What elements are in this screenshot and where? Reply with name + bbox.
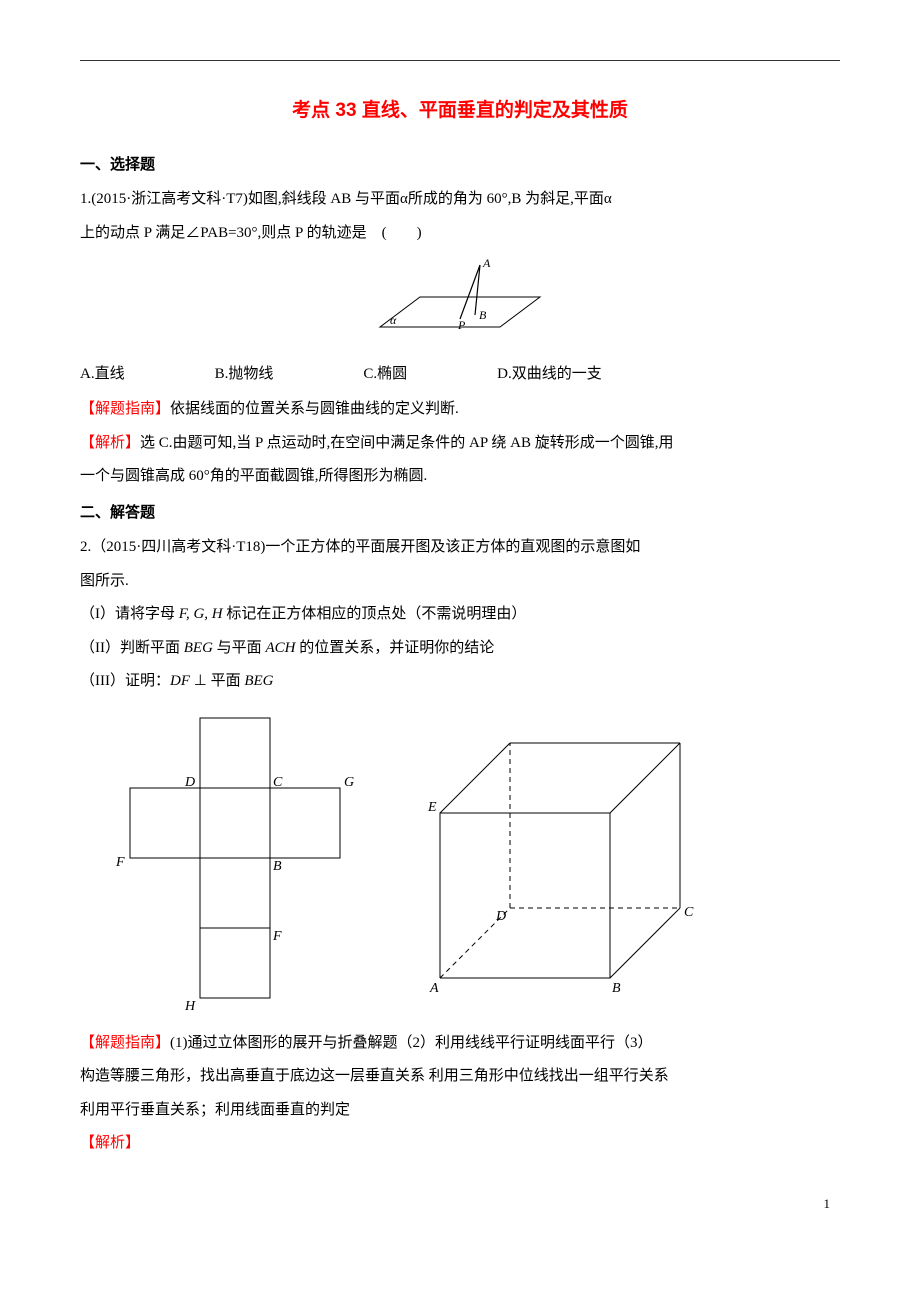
- cube-edge-tr: [610, 743, 680, 813]
- top-rule: [80, 60, 840, 61]
- cube-D: D: [495, 909, 506, 924]
- q2-part1: （I）请将字母 F, G, H 标记在正方体相应的顶点处（不需说明理由）: [80, 599, 840, 631]
- q1-hint-text: 依据线面的位置关系与圆锥曲线的定义判断.: [170, 401, 459, 417]
- q2-p3-i1: DF: [170, 673, 190, 689]
- net-sq-bot1: [200, 858, 270, 928]
- net-sq-top: [200, 718, 270, 788]
- q2-diagrams: D C G F B F H E D C: [110, 708, 840, 1018]
- q1-diagram: A B P α: [80, 257, 840, 355]
- label-P: P: [457, 318, 466, 332]
- q2-part3: （III）证明：DF ⊥ 平面 BEG: [80, 666, 840, 698]
- net-diagram-svg: D C G F B F H: [110, 708, 370, 1018]
- net-F2: F: [272, 929, 282, 944]
- q2-line2: 图所示.: [80, 566, 840, 598]
- net-G: G: [344, 775, 354, 790]
- net-C: C: [273, 775, 283, 790]
- q2-p2-i2: ACH: [265, 640, 295, 656]
- net-sq-mid: [200, 788, 270, 858]
- q2-hint-t1: (1)通过立体图形的展开与折叠解题（2）利用线线平行证明线面平行（3）: [170, 1035, 653, 1051]
- label-B: B: [479, 308, 487, 322]
- q2-p3-b: ⊥ 平面: [190, 673, 244, 689]
- q2-ans-label: 【解析】: [80, 1135, 140, 1151]
- q1-ans-label: 【解析】: [80, 435, 140, 451]
- cube-B: B: [612, 981, 621, 996]
- q2-p2-i1: BEG: [184, 640, 213, 656]
- q1-optB: B.抛物线: [215, 359, 274, 391]
- q2-p1-i: F, G, H: [179, 606, 223, 622]
- net-sq-bot2: [200, 928, 270, 998]
- net-sq-left: [130, 788, 200, 858]
- q1-hint: 【解题指南】依据线面的位置关系与圆锥曲线的定义判断.: [80, 394, 840, 426]
- q2-p3-a: （III）证明：: [80, 673, 170, 689]
- q2-p2-a: （II）判断平面: [80, 640, 184, 656]
- q1-options: A.直线 B.抛物线 C.椭圆 D.双曲线的一支: [80, 359, 840, 391]
- cube-E: E: [427, 800, 437, 815]
- q2-hint-line3: 利用平行垂直关系；利用线面垂直的判定: [80, 1095, 840, 1127]
- cube-edge-tl: [440, 743, 510, 813]
- section-2-heading: 二、解答题: [80, 497, 840, 529]
- label-A: A: [482, 257, 491, 270]
- net-F: F: [115, 855, 125, 870]
- q2-hint-label: 【解题指南】: [80, 1035, 170, 1051]
- cube-edge-br: [610, 908, 680, 978]
- q2-line1: 2.（2015·四川高考文科·T18)一个正方体的平面展开图及该正方体的直观图的…: [80, 532, 840, 564]
- q1-hint-label: 【解题指南】: [80, 401, 170, 417]
- q1-ans-line2: 一个与圆锥高成 60°角的平面截圆锥,所得图形为椭圆.: [80, 461, 840, 493]
- page-number: 1: [80, 1190, 840, 1217]
- q1-optA: A.直线: [80, 359, 125, 391]
- net-H: H: [184, 999, 196, 1014]
- q2-part2: （II）判断平面 BEG 与平面 ACH 的位置关系，并证明你的结论: [80, 633, 840, 665]
- q2-hint-line1: 【解题指南】(1)通过立体图形的展开与折叠解题（2）利用线线平行证明线面平行（3…: [80, 1028, 840, 1060]
- q1-ans-t1: 选 C.由题可知,当 P 点运动时,在空间中满足条件的 AP 绕 AB 旋转形成…: [140, 435, 674, 451]
- page-title: 考点 33 直线、平面垂直的判定及其性质: [80, 91, 840, 131]
- q2-p3-i2: BEG: [244, 673, 273, 689]
- q1-optD: D.双曲线的一支: [497, 359, 602, 391]
- net-D: D: [184, 775, 195, 790]
- q2-p1-a: （I）请将字母: [80, 606, 179, 622]
- cube-A: A: [429, 981, 439, 996]
- q1-optC: C.椭圆: [363, 359, 407, 391]
- q2-hint-line2: 构造等腰三角形，找出高垂直于底边这一层垂直关系 利用三角形中位线找出一组平行关系: [80, 1061, 840, 1093]
- cube-diagram-svg: E D C A B: [400, 708, 700, 998]
- plane-diagram-svg: A B P α: [360, 257, 560, 342]
- net-sq-right: [270, 788, 340, 858]
- q1-line2: 上的动点 P 满足∠PAB=30°,则点 P 的轨迹是 ( ): [80, 218, 840, 250]
- q1-ans-line1: 【解析】选 C.由题可知,当 P 点运动时,在空间中满足条件的 AP 绕 AB …: [80, 428, 840, 460]
- q2-p1-b: 标记在正方体相应的顶点处（不需说明理由）: [223, 606, 527, 622]
- q2-ans: 【解析】: [80, 1128, 840, 1160]
- cube-C: C: [684, 905, 694, 920]
- q2-p2-c: 的位置关系，并证明你的结论: [295, 640, 494, 656]
- label-alpha: α: [390, 313, 397, 327]
- cube-front: [440, 813, 610, 978]
- net-B: B: [273, 859, 282, 874]
- section-1-heading: 一、选择题: [80, 149, 840, 181]
- q1-line1: 1.(2015·浙江高考文科·T7)如图,斜线段 AB 与平面α所成的角为 60…: [80, 184, 840, 216]
- q2-p2-b: 与平面: [213, 640, 266, 656]
